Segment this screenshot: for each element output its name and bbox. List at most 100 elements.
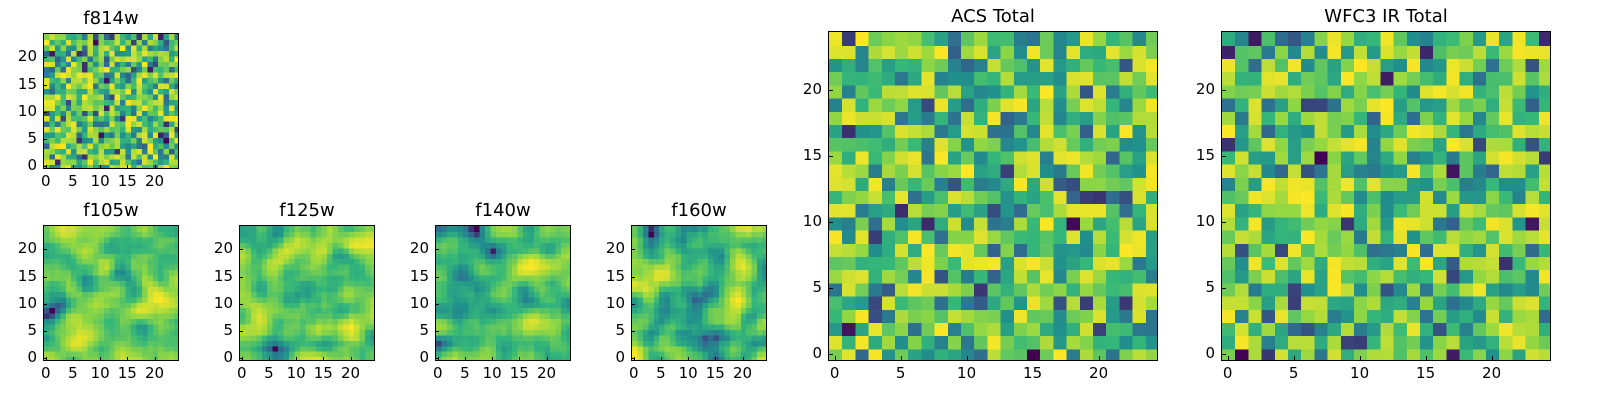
- heatmap-cell: [637, 334, 644, 341]
- heatmap-cell: [1406, 32, 1421, 46]
- heatmap-cell: [109, 226, 116, 233]
- heatmap-cell: [76, 72, 83, 79]
- heatmap-cell: [1000, 137, 1015, 152]
- heatmap-cell: [44, 307, 51, 314]
- heatmap-cell: [103, 50, 110, 57]
- heatmap-cell: [267, 296, 274, 303]
- heatmap-cell: [512, 340, 519, 347]
- heatmap-cell: [436, 313, 443, 320]
- heatmap-cell: [1512, 98, 1527, 112]
- heatmap-cell: [697, 329, 704, 336]
- heatmap-cell: [283, 356, 290, 360]
- heatmap-cell: [463, 291, 470, 298]
- heatmap-cell: [92, 307, 99, 314]
- heatmap-cell: [141, 291, 148, 298]
- heatmap-cell: [141, 121, 148, 128]
- heatmap-cell: [719, 269, 726, 276]
- heatmap-cell: [697, 236, 704, 243]
- heatmap-cell: [842, 58, 856, 73]
- heatmap-cell: [670, 340, 677, 347]
- heatmap-cell: [92, 82, 99, 89]
- heatmap-cell: [54, 274, 61, 281]
- heatmap-cell: [724, 291, 731, 298]
- heatmap-cell: [158, 88, 165, 95]
- heatmap-cell: [1380, 309, 1395, 323]
- heatmap-cell: [1040, 243, 1054, 257]
- heatmap-cell: [240, 307, 247, 314]
- heatmap-cell: [65, 313, 72, 320]
- heatmap-cell: [44, 302, 51, 309]
- heatmap-cell: [1119, 177, 1134, 191]
- heatmap-cell: [934, 256, 949, 271]
- heatmap-cell: [533, 313, 540, 320]
- heatmap-cell: [359, 242, 366, 249]
- heatmap-cell: [1132, 348, 1147, 360]
- heatmap-cell: [348, 258, 355, 265]
- heatmap-cell: [327, 247, 334, 254]
- heatmap-cell: [1066, 84, 1081, 99]
- heatmap-cell: [934, 45, 949, 59]
- heatmap-cell: [87, 153, 94, 160]
- heatmap-cell: [550, 231, 557, 238]
- heatmap-cell: [855, 230, 870, 244]
- heatmap-cell: [533, 226, 540, 233]
- heatmap-cell: [751, 329, 758, 336]
- heatmap-cell: [479, 269, 486, 276]
- heatmap-cell: [98, 334, 105, 341]
- heatmap-cell: [245, 264, 252, 271]
- heatmap-cell: [680, 226, 687, 233]
- y-tick-mark: [435, 358, 439, 360]
- heatmap-cell: [452, 247, 459, 254]
- heatmap-cell: [49, 148, 56, 155]
- heatmap-cell: [729, 269, 736, 276]
- heatmap-cell: [719, 318, 726, 325]
- heatmap-cell: [54, 318, 61, 325]
- heatmap-cell: [506, 258, 513, 265]
- heatmap-cell: [152, 307, 159, 314]
- heatmap-cell: [961, 309, 975, 323]
- heatmap-cell: [92, 253, 99, 260]
- heatmap-cell: [92, 131, 99, 138]
- heatmap-cell: [272, 226, 279, 233]
- heatmap-cell: [92, 318, 99, 325]
- heatmap-cell: [65, 159, 72, 166]
- heatmap-cell: [1132, 335, 1147, 350]
- heatmap-cell: [283, 291, 290, 298]
- heatmap-cell: [1486, 230, 1500, 244]
- heatmap-cell: [49, 110, 56, 117]
- heatmap-cell: [1013, 58, 1028, 73]
- heatmap-cell: [1433, 243, 1447, 257]
- heatmap-cell: [947, 216, 962, 231]
- heatmap-cell: [561, 356, 568, 360]
- heatmap-cell: [316, 323, 323, 330]
- heatmap-cell: [637, 231, 644, 238]
- heatmap-cell: [114, 264, 121, 271]
- heatmap-cell: [961, 84, 975, 99]
- heatmap-cell: [278, 307, 285, 314]
- heatmap-cell: [675, 318, 682, 325]
- heatmap-cell: [740, 340, 747, 347]
- heatmap-cell: [316, 274, 323, 281]
- heatmap-cell: [136, 121, 143, 128]
- heatmap-cell: [457, 264, 464, 271]
- heatmap-cell: [136, 44, 143, 51]
- heatmap-cell: [152, 126, 159, 133]
- heatmap-cell: [54, 329, 61, 336]
- heatmap-cell: [452, 340, 459, 347]
- heatmap-cell: [1132, 150, 1147, 165]
- heatmap-cell: [92, 323, 99, 330]
- heatmap-cell: [934, 71, 949, 86]
- heatmap-cell: [855, 45, 870, 59]
- heatmap-cell: [1248, 84, 1263, 99]
- x-tick-mark: [1098, 356, 1100, 361]
- x-tick-label: 0: [628, 364, 639, 382]
- heatmap-cell: [1106, 216, 1120, 231]
- heatmap-cell: [457, 302, 464, 309]
- heatmap-cell: [1274, 190, 1289, 205]
- heatmap-cell: [697, 285, 704, 292]
- heatmap-cell: [441, 226, 448, 233]
- heatmap-cell: [98, 318, 105, 325]
- heatmap-cell: [147, 131, 154, 138]
- heatmap-cell: [484, 242, 491, 249]
- heatmap-cell: [702, 236, 709, 243]
